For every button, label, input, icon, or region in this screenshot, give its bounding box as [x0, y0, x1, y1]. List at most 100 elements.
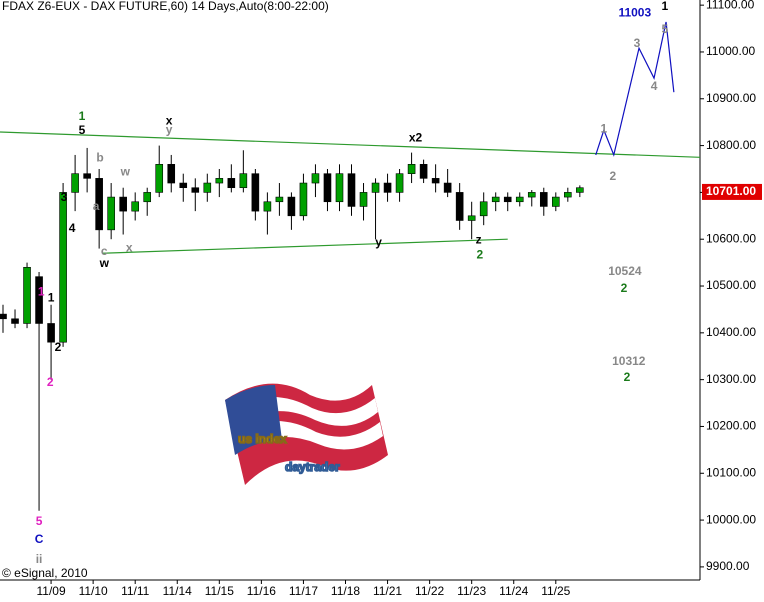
- annotation: 4: [69, 221, 76, 235]
- candle-body: [347, 173, 356, 207]
- x-tick-label: 11/21: [373, 584, 402, 598]
- candle-body: [107, 196, 115, 231]
- candle-body: [59, 192, 67, 343]
- candle-body: [527, 192, 536, 198]
- candle-body: [227, 178, 236, 189]
- candle-body: [503, 196, 512, 203]
- candle-body: [539, 192, 548, 207]
- y-tick-label: 10100.00: [706, 465, 756, 479]
- annotation: 2: [55, 340, 62, 354]
- candle-body: [191, 187, 200, 193]
- candle-body: [239, 173, 248, 189]
- last-price-box: [702, 183, 762, 200]
- annotation: 10524: [608, 264, 642, 278]
- candle-body: [467, 215, 476, 221]
- candle-body: [299, 182, 308, 217]
- annotation: 1: [601, 121, 608, 135]
- y-tick-label: 10200.00: [706, 419, 756, 433]
- candle-body: [431, 178, 440, 184]
- trend-line: [595, 21, 675, 157]
- candle-body: [564, 192, 572, 198]
- y-tick-label: 11100.00: [706, 0, 755, 11]
- candle-body: [371, 182, 380, 193]
- candle-body: [0, 313, 7, 320]
- annotation: 2: [621, 281, 628, 295]
- candle-body: [335, 173, 344, 203]
- x-tick-label: 11/23: [457, 584, 486, 598]
- candle-body: [455, 192, 464, 221]
- logo-text: daytrader: [285, 460, 340, 474]
- x-tick-label: 11/11: [121, 584, 150, 598]
- candle-body: [515, 196, 524, 203]
- y-tick-label: 10400.00: [706, 325, 756, 339]
- candle-body: [359, 192, 368, 207]
- annotation: 2: [476, 247, 483, 261]
- annotation: 4: [651, 79, 658, 93]
- candle-body: [179, 182, 188, 189]
- candle-body: [491, 196, 500, 203]
- annotation: ii: [36, 552, 43, 566]
- annotation: C: [35, 532, 44, 546]
- annotation: y: [166, 122, 173, 136]
- candle-body: [419, 164, 428, 179]
- annotation: x: [166, 113, 173, 127]
- candle-body: [383, 182, 392, 193]
- y-tick-label: 10500.00: [706, 278, 756, 292]
- annotation: 5: [662, 22, 669, 36]
- annotation: x: [126, 240, 133, 254]
- candle-body: [407, 164, 416, 174]
- annotation: 11003: [618, 5, 651, 19]
- candle-body: [323, 173, 332, 203]
- x-tick-label: 11/22: [415, 584, 444, 598]
- candle-body: [167, 164, 176, 184]
- y-tick-label: 9900.00: [706, 559, 750, 573]
- x-tick-label: 11/10: [79, 584, 108, 598]
- annotation: w: [99, 256, 110, 270]
- candle-body: [251, 173, 260, 212]
- annotation: 2: [610, 169, 617, 183]
- annotation: a: [93, 199, 100, 213]
- chart-title: FDAX Z6-EUX - DAX FUTURE,60) 14 Days,Aut…: [2, 0, 329, 13]
- y-tick-label: 10800.00: [706, 138, 756, 152]
- candle-body: [287, 196, 296, 217]
- annotation: 1: [38, 284, 45, 298]
- candle-body: [35, 276, 43, 324]
- x-tick-label: 11/17: [289, 584, 318, 598]
- annotation: w: [120, 164, 131, 178]
- y-tick-label: 10900.00: [706, 91, 756, 105]
- annotation: x2: [409, 130, 423, 144]
- y-tick-label: 10000.00: [706, 512, 756, 526]
- y-tick-label: 10300.00: [706, 372, 756, 386]
- candle-body: [215, 178, 224, 184]
- annotation: 1: [48, 290, 55, 304]
- candle-body: [479, 201, 488, 217]
- x-tick-label: 11/09: [37, 584, 66, 598]
- annotation: z: [476, 232, 482, 246]
- candle-body: [119, 196, 127, 212]
- annotation: 3: [61, 190, 68, 204]
- candle-body: [395, 173, 404, 193]
- trend-line: [102, 238, 508, 254]
- x-tick-label: 11/24: [499, 584, 528, 598]
- candle-body: [23, 266, 31, 324]
- flag-canton: [225, 385, 282, 455]
- candle-body: [551, 196, 560, 207]
- x-tick-label: 11/18: [331, 584, 360, 598]
- annotation: 3: [634, 36, 641, 50]
- annotation: b: [96, 150, 103, 164]
- candle-body: [131, 201, 139, 212]
- annotation: 10312: [612, 354, 646, 368]
- candle-body: [203, 182, 212, 193]
- candle-body: [263, 201, 272, 212]
- annotation: 2: [624, 370, 631, 384]
- y-tick-label: 10600.00: [706, 231, 756, 245]
- candle-body: [83, 173, 91, 179]
- x-tick-label: 11/16: [247, 584, 276, 598]
- candle-body: [311, 173, 320, 184]
- credit: © eSignal, 2010: [2, 566, 88, 580]
- candle-body: [275, 196, 284, 203]
- annotation: 1: [662, 0, 669, 13]
- annotation: 1: [79, 109, 86, 123]
